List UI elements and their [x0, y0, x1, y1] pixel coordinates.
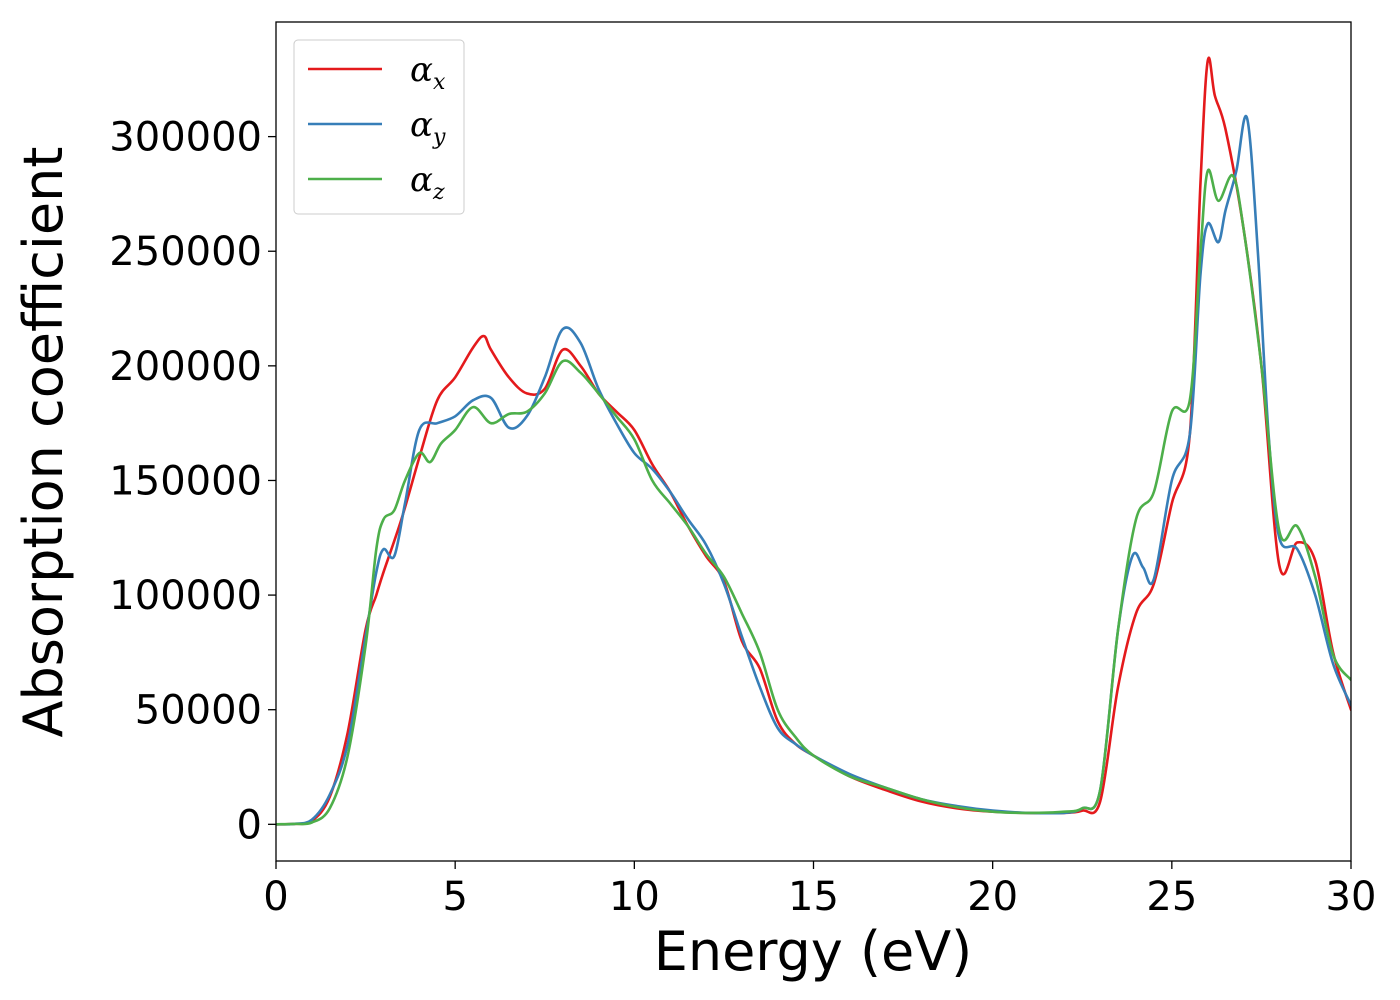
y-tick-label: 300000	[109, 115, 262, 161]
x-axis: 0 5 10 15 20 25 30	[263, 861, 1376, 920]
y-tick-label: 50000	[135, 688, 262, 734]
x-tick-label: 15	[788, 874, 839, 920]
y-tick-label: 200000	[109, 344, 262, 390]
x-tick-label: 10	[609, 874, 660, 920]
series-layer	[276, 56, 1351, 826]
y-tick-label: 250000	[109, 229, 262, 275]
legend-label-subscript: y	[432, 125, 446, 150]
legend-label-base: α	[410, 105, 433, 145]
x-tick-label: 25	[1146, 874, 1197, 920]
series-line-alpha-z	[276, 168, 1351, 826]
legend-box	[293, 39, 465, 215]
x-tick-label: 30	[1326, 874, 1377, 920]
legend-label-alpha-x: αx	[410, 50, 446, 95]
x-tick-label: 0	[263, 874, 288, 920]
series-line-alpha-y	[276, 114, 1351, 826]
x-tick-label: 20	[967, 874, 1018, 920]
legend-label-base: α	[410, 160, 433, 200]
legend-label-subscript: z	[432, 180, 445, 205]
y-tick-label: 150000	[109, 458, 262, 504]
series-line-alpha-x	[276, 56, 1351, 826]
x-axis-title: Energy (eV)	[654, 920, 973, 983]
y-tick-label: 0	[237, 802, 262, 848]
y-axis-title: Absorption coefficient	[12, 147, 75, 738]
legend-label-subscript: x	[433, 70, 446, 95]
legend-label-alpha-z: αz	[410, 160, 445, 205]
legend-label-alpha-y: αy	[410, 105, 446, 150]
y-axis: 0 50000 100000 150000 200000 250000 300000	[109, 115, 276, 848]
y-tick-label: 100000	[109, 573, 262, 619]
x-tick-label: 5	[442, 874, 467, 920]
legend-label-base: α	[410, 50, 433, 90]
